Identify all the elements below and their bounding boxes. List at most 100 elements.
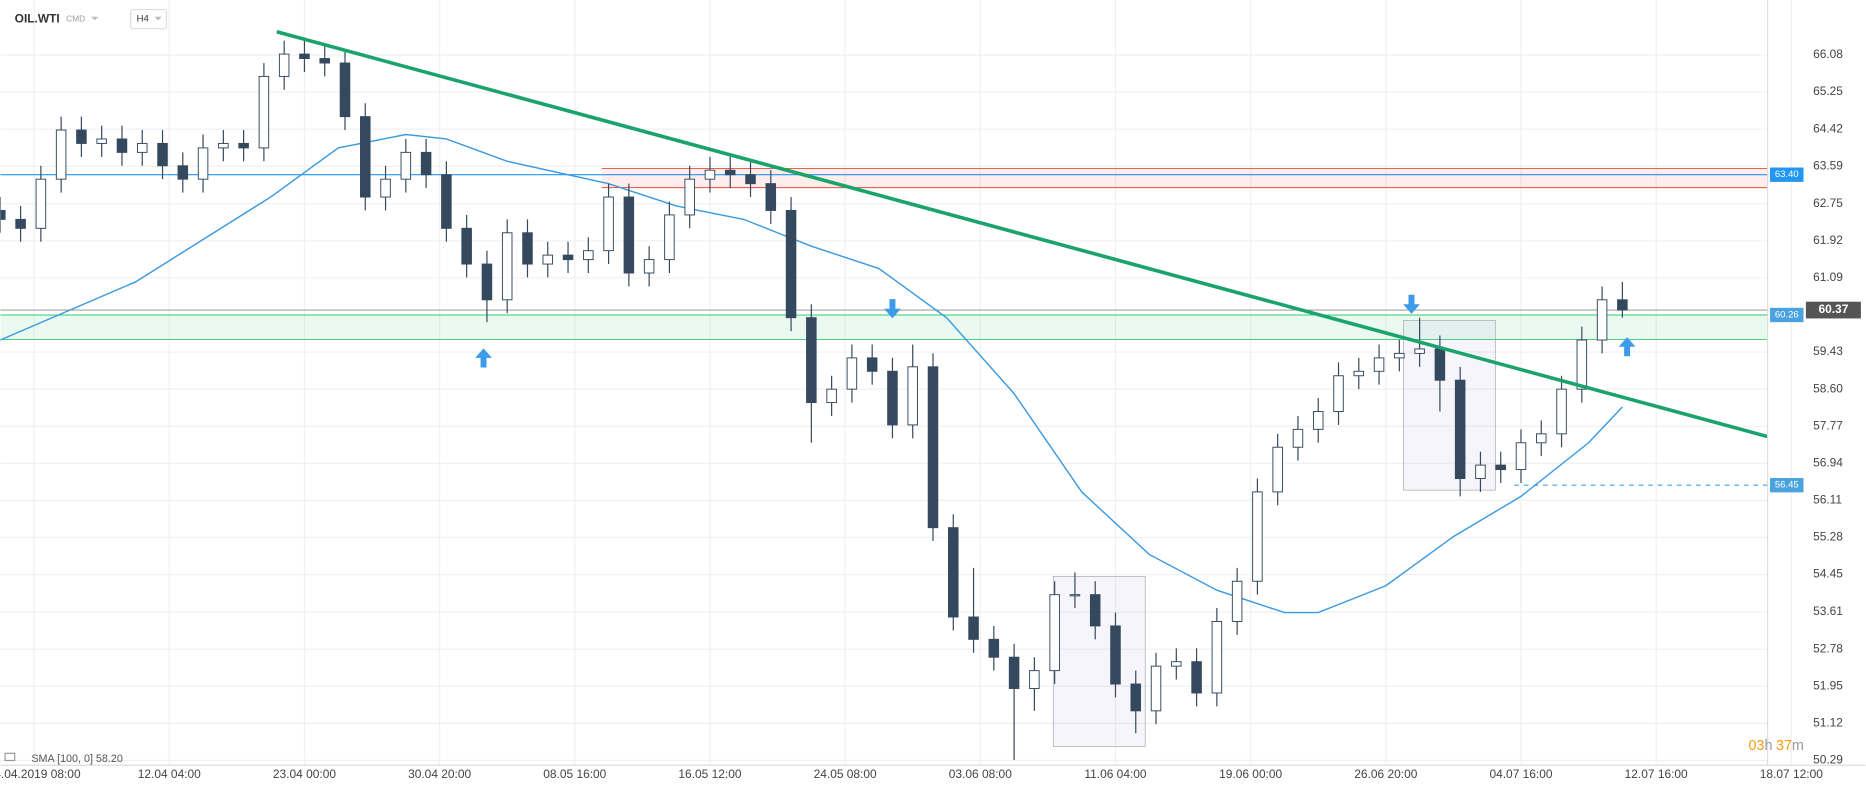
market: CMD — [66, 13, 85, 23]
y-tick-label: 53.61 — [1813, 604, 1843, 618]
candle-body — [1394, 352, 1405, 359]
level-price-tag — [1770, 478, 1804, 493]
x-tick-label: 16.05 12:00 — [678, 767, 741, 781]
candle-body — [1312, 411, 1324, 430]
x-tick-label: 04.04.2019 08:00 — [0, 767, 81, 781]
candle-body — [35, 178, 47, 229]
candle-body — [603, 196, 614, 252]
x-tick-label: 30.04 20:00 — [408, 767, 471, 781]
candle-body — [1130, 683, 1142, 712]
candle-body — [1515, 442, 1527, 471]
sma-line — [0, 133, 1623, 614]
candle-body — [988, 638, 1000, 658]
y-tick-label: 54.45 — [1813, 567, 1843, 581]
candle-body — [1556, 388, 1567, 435]
candle-body — [1110, 625, 1121, 685]
axes: 66.08 65.25 64.42 63.59 62.75 61.92 61.09 59.43… — [0, 47, 1861, 781]
candle-body — [1353, 370, 1365, 377]
plot-area — [0, 30, 1768, 760]
candle-body — [197, 147, 209, 180]
signal-arrow — [1618, 337, 1636, 357]
candle-body — [724, 169, 736, 176]
candle-body — [1454, 379, 1466, 479]
countdown-minutes: 37 — [1776, 738, 1792, 754]
candle-body — [684, 178, 695, 216]
x-tick-label: 12.04 04:00 — [138, 767, 201, 781]
timeframe[interactable]: H4 — [137, 14, 150, 25]
candle-body — [948, 527, 959, 618]
x-tick-label: 03.06 08:00 — [949, 767, 1012, 781]
candle-body — [1292, 428, 1304, 448]
grid — [0, 0, 1792, 766]
zone-price-label: 60.26 — [1775, 310, 1799, 321]
indicator-icon[interactable] — [4, 752, 16, 762]
candle-body — [380, 178, 391, 198]
y-tick-label: 62.75 — [1813, 196, 1843, 210]
zone — [601, 168, 1768, 188]
x-tick-label: 11.06 04:00 — [1084, 767, 1147, 781]
timeframe-box[interactable] — [130, 8, 168, 30]
candle-body — [461, 227, 472, 265]
candle-body — [785, 209, 797, 319]
candle-body — [481, 263, 493, 301]
candle-body — [1252, 491, 1263, 582]
candle-body — [1434, 348, 1446, 381]
x-tick-label: 18.07 12:00 — [1760, 767, 1823, 781]
y-tick-label: 55.28 — [1813, 530, 1843, 544]
candle-body — [927, 366, 939, 529]
candle-body — [501, 232, 513, 301]
dropdown-caret[interactable] — [154, 16, 162, 21]
candle-body — [846, 357, 858, 390]
y-tick-label: 66.08 — [1813, 47, 1843, 61]
candle-body — [1008, 656, 1020, 689]
y-tick-label: 61.92 — [1813, 233, 1843, 247]
candle-body — [218, 142, 229, 149]
candle-body — [887, 370, 898, 426]
candle-body — [1373, 357, 1385, 372]
candle-body — [806, 317, 817, 404]
x-tick-label: 19.06 00:00 — [1219, 767, 1282, 781]
candle-body — [704, 169, 716, 180]
countdown-unit: h — [1764, 738, 1772, 754]
zone-price-tag — [1770, 307, 1804, 323]
candle-body — [420, 151, 432, 176]
candle-body — [826, 388, 837, 404]
y-tick-label: 57.77 — [1813, 418, 1843, 432]
candle-body — [643, 259, 655, 274]
y-tick-label: 56.94 — [1813, 455, 1843, 469]
level-price-tag — [1770, 167, 1804, 182]
candle-body — [278, 53, 290, 77]
y-tick-label: 50.29 — [1813, 753, 1843, 767]
candle-body — [866, 357, 878, 372]
candle-body — [542, 254, 554, 265]
candle-body — [623, 196, 635, 274]
x-tick-label: 24.05 08:00 — [814, 767, 877, 781]
candle-body — [238, 142, 249, 149]
candle-body — [1089, 594, 1101, 627]
candle-body — [1150, 665, 1162, 712]
symbol[interactable]: OIL.WTI — [15, 11, 60, 25]
candle-body — [76, 129, 87, 144]
y-tick-label: 58.60 — [1813, 381, 1843, 395]
level-price-label: 63.40 — [1775, 169, 1799, 180]
signal-arrow — [475, 348, 492, 368]
zone — [0, 314, 1768, 340]
candle-body — [1333, 375, 1344, 412]
x-tick-label: 26.06 20:00 — [1354, 767, 1417, 781]
candle-body — [1211, 620, 1223, 694]
candle-body — [299, 53, 310, 60]
candle-body — [522, 232, 533, 265]
candle-body — [1069, 594, 1081, 597]
dropdown-caret[interactable] — [91, 16, 99, 21]
y-tick-label: 56.11 — [1813, 493, 1842, 507]
candle-body — [157, 142, 168, 167]
y-tick-label: 51.95 — [1813, 678, 1843, 692]
candle-body — [664, 214, 675, 261]
current-price-tag — [1805, 301, 1861, 319]
candle-body — [968, 616, 979, 640]
candle-body — [907, 366, 918, 426]
x-tick-label: 08.05 16:00 — [543, 767, 606, 781]
candle-body — [1475, 464, 1486, 479]
candle-body — [400, 151, 412, 180]
